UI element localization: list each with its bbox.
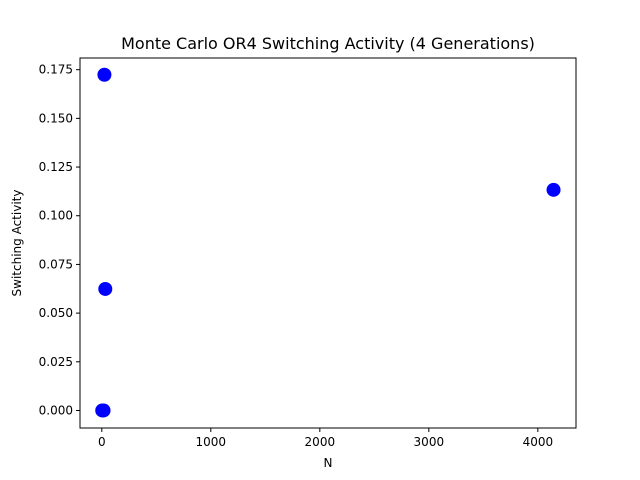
y-tick-label: 0.025 (39, 355, 73, 369)
x-tick-label: 4000 (523, 435, 554, 449)
x-axis-label: N (324, 456, 333, 470)
data-point (98, 281, 113, 296)
y-tick-label: 0.150 (39, 111, 73, 125)
y-tick-label: 0.125 (39, 160, 73, 174)
y-tick-label: 0.000 (39, 403, 73, 417)
x-axis: 0 1000 2000 3000 4000 (98, 428, 553, 449)
x-tick-label: 2000 (305, 435, 336, 449)
plot-frame (79, 57, 577, 429)
x-tick-label: 1000 (196, 435, 227, 449)
y-axis-label: Switching Activity (10, 190, 24, 297)
x-tick-label: 3000 (414, 435, 445, 449)
chart-title: Monte Carlo OR4 Switching Activity (4 Ge… (121, 34, 535, 53)
y-tick-label: 0.050 (39, 306, 73, 320)
plot-area: 0 1000 2000 3000 4000 0.0000.0250.0500.0750.… (39, 57, 577, 449)
y-tick-label: 0.075 (39, 257, 73, 271)
y-tick-label: 0.100 (39, 209, 73, 223)
scatter-points (95, 67, 561, 418)
data-point (97, 67, 112, 82)
x-tick-label: 0 (98, 435, 106, 449)
data-point (546, 182, 561, 197)
data-point (96, 403, 111, 418)
y-tick-label: 0.175 (39, 63, 73, 77)
y-axis: 0.000 0.025 0.050 0.075 0.100 0.125 0.150 0.175 (39, 63, 80, 417)
